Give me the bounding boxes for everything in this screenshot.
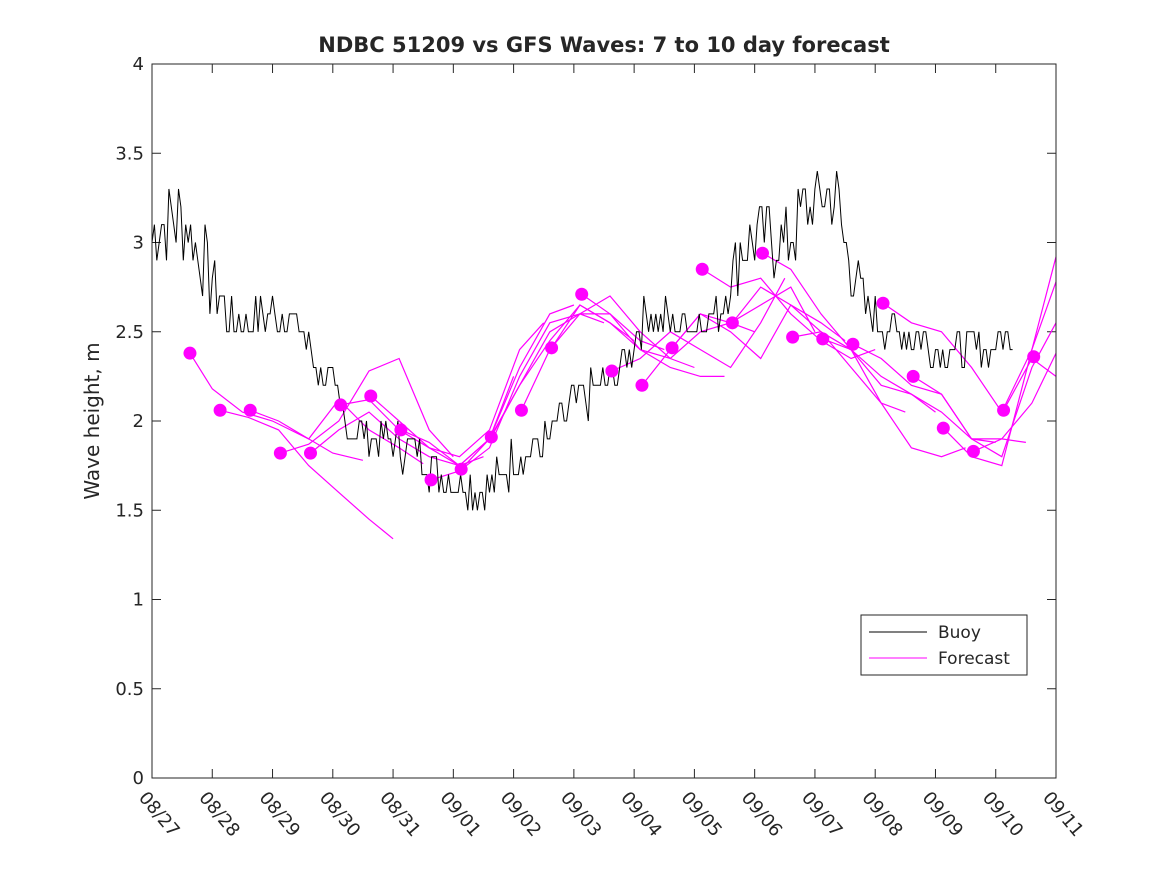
y-tick-label: 0.5: [115, 679, 144, 700]
forecast-marker: [1027, 350, 1041, 364]
forecast-marker: [936, 421, 950, 435]
y-tick-label: 1.5: [115, 500, 144, 521]
forecast-marker: [183, 346, 197, 360]
forecast-marker: [454, 462, 468, 476]
forecast-marker: [575, 287, 589, 301]
forecast-marker: [997, 403, 1011, 417]
y-tick-label: 1: [133, 590, 144, 611]
forecast-marker: [243, 403, 257, 417]
y-tick-labels: 0 0.5 1 1.5 2 2.5 3 3.5 4: [115, 54, 144, 789]
forecast-marker: [304, 446, 318, 460]
y-tick-label: 2: [133, 411, 144, 432]
axes-box: [151, 63, 1057, 779]
forecast-marker: [484, 430, 498, 444]
forecast-marker: [816, 332, 830, 346]
y-tick-label: 3: [133, 233, 144, 254]
forecast-line: [701, 268, 876, 360]
forecast-line: [942, 281, 1057, 467]
forecast-marker: [545, 341, 559, 355]
forecast-marker: [364, 389, 378, 403]
forecast-marker: [725, 316, 739, 330]
forecast-line: [370, 322, 545, 458]
forecast-marker: [514, 403, 528, 417]
buoy-line: [151, 171, 1013, 511]
legend: Buoy Forecast: [860, 614, 1028, 676]
legend-forecast-label: Forecast: [938, 649, 1010, 669]
forecast-marker: [665, 341, 679, 355]
forecast-marker: [906, 369, 920, 383]
forecast-marker: [786, 330, 800, 344]
forecast-line: [280, 357, 454, 458]
forecast-line: [671, 304, 846, 360]
forecast-marker: [605, 364, 619, 378]
forecast-marker: [424, 473, 438, 487]
y-tick-label: 2.5: [115, 322, 144, 343]
series-layer: [151, 171, 1057, 540]
y-tick-label: 4: [133, 54, 144, 75]
forecast-markers: [183, 246, 1041, 487]
forecast-line: [611, 277, 786, 372]
forecast-marker: [846, 337, 860, 351]
y-tick-label: 3.5: [115, 143, 144, 164]
legend-box: [860, 614, 1028, 676]
forecast-marker: [756, 246, 770, 260]
forecast-marker: [966, 444, 980, 458]
forecast-marker: [334, 398, 348, 412]
forecast-marker: [876, 296, 890, 310]
forecast-marker: [394, 423, 408, 437]
chart-title: NDBC 51209 vs GFS Waves: 7 to 10 day for…: [318, 33, 889, 57]
forecast-line: [189, 352, 364, 461]
forecast-marker: [635, 378, 649, 392]
forecast-marker: [695, 262, 709, 276]
forecast-line: [973, 352, 1057, 452]
legend-buoy-label: Buoy: [938, 623, 981, 643]
y-axis-label: Wave height, m: [80, 342, 104, 499]
forecast-line: [792, 331, 966, 458]
forecast-marker: [213, 403, 227, 417]
forecast-marker: [273, 446, 287, 460]
y-tick-label: 0: [133, 768, 144, 789]
forecast-line: [219, 409, 394, 540]
